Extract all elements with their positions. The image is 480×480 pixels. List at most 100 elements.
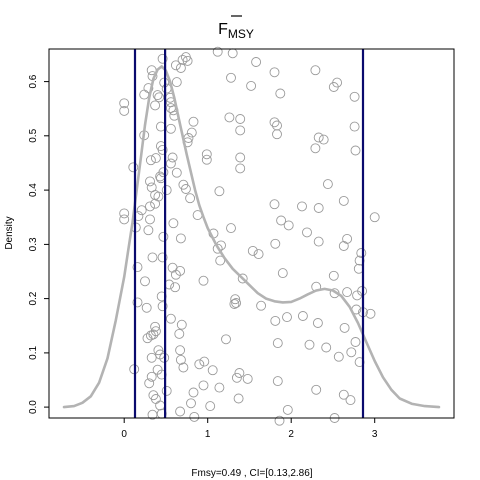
data-point-113 [132,262,143,273]
data-point-48 [318,134,329,145]
data-point-153 [174,328,185,339]
data-point-22 [275,88,286,99]
data-point-100 [342,233,353,244]
data-point-74 [185,193,196,204]
data-point-119 [198,275,209,286]
data-point-178 [146,371,157,382]
data-point-91 [276,215,287,226]
data-point-128 [141,302,152,313]
data-point-41 [186,127,197,138]
y-tick-label-0: 0.0 [28,400,39,414]
data-point-44 [235,125,246,136]
data-point-110 [215,255,226,266]
data-point-152 [142,333,153,344]
data-point-137 [352,290,363,301]
y-tick-label-4: 0.4 [28,183,39,197]
data-point-154 [221,334,231,345]
data-point-116 [170,269,181,280]
data-point-185 [311,384,322,395]
data-point-149 [150,321,161,332]
footer-text: Fmsy=0.49 , CI=[0.13,2.86] [191,468,312,479]
y-tick-label-6: 0.6 [28,74,39,88]
data-point-139 [365,308,376,319]
data-point-71 [180,184,191,194]
y-tick-label-1: 0.1 [28,346,39,360]
data-point-184 [161,385,172,396]
data-point-95 [158,231,169,242]
data-point-94 [143,225,154,236]
x-axis: 0 1 2 3 [121,418,378,440]
chart-title-main: F [218,21,228,38]
data-point-126 [157,301,168,312]
data-point-20 [349,91,360,102]
data-point-56 [201,154,212,165]
data-point-122 [328,270,339,281]
y-tick-label-3: 0.3 [28,237,39,251]
y-tick-label-2: 0.2 [28,291,39,305]
data-point-49 [310,143,321,154]
data-point-5 [175,63,186,73]
data-point-8 [251,57,262,67]
data-point-108 [356,248,367,258]
data-point-54 [167,152,178,163]
data-point-155 [272,338,283,349]
data-point-76 [322,179,333,190]
data-point-88 [145,214,155,225]
data-point-2 [177,54,188,65]
data-point-60 [235,163,246,174]
data-point-146 [312,318,323,328]
data-point-59 [235,152,246,163]
data-point-34 [224,112,235,123]
data-point-47 [313,132,324,143]
data-point-164 [175,354,186,365]
data-point-81 [313,203,324,213]
density-layer [62,65,441,409]
data-point-165 [199,356,210,367]
data-point-19 [328,82,339,92]
density-curve [62,65,441,409]
data-point-69 [161,185,172,196]
data-point-132 [256,300,267,311]
data-point-77 [145,201,155,212]
data-point-112 [157,252,168,263]
data-point-158 [350,337,361,347]
data-point-89 [168,218,179,229]
data-point-80 [297,201,307,212]
data-point-25 [152,90,163,101]
data-point-85 [119,214,130,225]
data-point-156 [304,339,315,350]
data-point-75 [214,186,225,197]
data-point-98 [226,223,236,234]
data-point-160 [153,345,164,356]
data-point-176 [207,365,218,376]
data-point-145 [297,311,308,321]
chart-title: FMSY [218,21,254,41]
data-point-181 [198,380,209,391]
data-point-171 [346,347,357,358]
x-tick-label-1: 1 [205,429,211,440]
data-point-167 [178,362,189,373]
data-point-1 [170,60,181,71]
data-point-166 [194,359,205,370]
data-point-173 [234,368,245,378]
data-point-17 [171,77,182,88]
data-point-67 [145,176,155,187]
data-point-78 [150,198,161,209]
data-point-51 [350,145,361,156]
data-point-92 [283,220,294,231]
data-point-23 [119,98,130,109]
data-point-58 [150,153,161,164]
data-point-11 [310,65,321,76]
data-point-175 [242,373,253,384]
data-point-66 [171,167,182,178]
data-point-135 [342,287,353,298]
data-point-150 [148,329,159,340]
data-point-103 [270,238,281,249]
data-point-50 [349,121,360,132]
y-axis-label: Density [4,216,15,249]
data-point-101 [338,241,349,251]
data-point-127 [132,297,143,308]
data-point-96 [175,233,186,244]
